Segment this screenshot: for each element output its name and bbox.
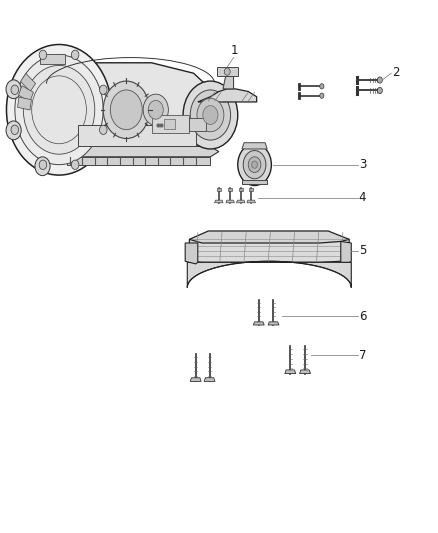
Circle shape bbox=[378, 87, 382, 94]
Circle shape bbox=[197, 98, 224, 132]
Circle shape bbox=[6, 80, 21, 99]
Bar bbox=[189, 118, 206, 131]
Circle shape bbox=[143, 94, 168, 125]
Polygon shape bbox=[46, 63, 219, 151]
Polygon shape bbox=[228, 188, 232, 191]
Polygon shape bbox=[190, 378, 201, 382]
Bar bbox=[18, 97, 32, 110]
Polygon shape bbox=[223, 71, 233, 89]
Circle shape bbox=[99, 85, 107, 94]
Circle shape bbox=[248, 157, 261, 173]
Bar bbox=[78, 125, 196, 147]
Polygon shape bbox=[226, 200, 234, 203]
Circle shape bbox=[71, 50, 79, 60]
Circle shape bbox=[320, 93, 324, 98]
Circle shape bbox=[39, 50, 47, 60]
Polygon shape bbox=[204, 378, 215, 382]
Polygon shape bbox=[59, 147, 219, 157]
Polygon shape bbox=[198, 89, 257, 102]
Circle shape bbox=[203, 106, 218, 124]
Polygon shape bbox=[215, 200, 223, 203]
Circle shape bbox=[183, 81, 238, 149]
Circle shape bbox=[15, 55, 103, 165]
Text: 5: 5 bbox=[359, 244, 366, 257]
Circle shape bbox=[238, 144, 272, 185]
Text: 7: 7 bbox=[359, 349, 366, 362]
Bar bbox=[21, 74, 35, 92]
Polygon shape bbox=[189, 239, 349, 262]
Polygon shape bbox=[341, 241, 351, 262]
Circle shape bbox=[7, 45, 112, 175]
Polygon shape bbox=[187, 261, 351, 287]
Circle shape bbox=[110, 90, 142, 130]
Bar bbox=[152, 115, 189, 133]
Circle shape bbox=[6, 121, 21, 140]
Circle shape bbox=[39, 160, 47, 169]
Polygon shape bbox=[268, 322, 279, 325]
Polygon shape bbox=[253, 322, 264, 325]
Polygon shape bbox=[249, 188, 253, 191]
Circle shape bbox=[378, 77, 382, 83]
Polygon shape bbox=[285, 370, 296, 374]
Bar bbox=[164, 119, 175, 129]
Polygon shape bbox=[247, 200, 255, 203]
Circle shape bbox=[148, 100, 163, 119]
Polygon shape bbox=[237, 200, 245, 203]
Bar bbox=[217, 67, 238, 76]
Polygon shape bbox=[300, 370, 311, 374]
Polygon shape bbox=[189, 231, 349, 243]
Circle shape bbox=[23, 66, 95, 154]
Text: 3: 3 bbox=[359, 158, 366, 171]
Circle shape bbox=[35, 157, 50, 176]
Text: 6: 6 bbox=[359, 310, 366, 322]
Polygon shape bbox=[242, 180, 267, 184]
Text: 4: 4 bbox=[359, 191, 366, 204]
Circle shape bbox=[190, 90, 230, 140]
Polygon shape bbox=[185, 243, 198, 264]
Circle shape bbox=[11, 125, 18, 134]
Circle shape bbox=[251, 161, 258, 168]
Bar bbox=[18, 86, 33, 102]
Circle shape bbox=[224, 68, 230, 75]
Polygon shape bbox=[242, 143, 267, 149]
Polygon shape bbox=[217, 188, 221, 191]
Polygon shape bbox=[239, 188, 243, 191]
Circle shape bbox=[103, 81, 149, 139]
Text: 1: 1 bbox=[231, 44, 239, 56]
Bar bbox=[40, 54, 65, 64]
Circle shape bbox=[99, 125, 107, 134]
Polygon shape bbox=[67, 157, 210, 165]
Text: 2: 2 bbox=[392, 66, 400, 79]
Circle shape bbox=[320, 84, 324, 89]
Circle shape bbox=[11, 85, 18, 94]
Circle shape bbox=[71, 160, 79, 169]
Circle shape bbox=[243, 150, 266, 179]
